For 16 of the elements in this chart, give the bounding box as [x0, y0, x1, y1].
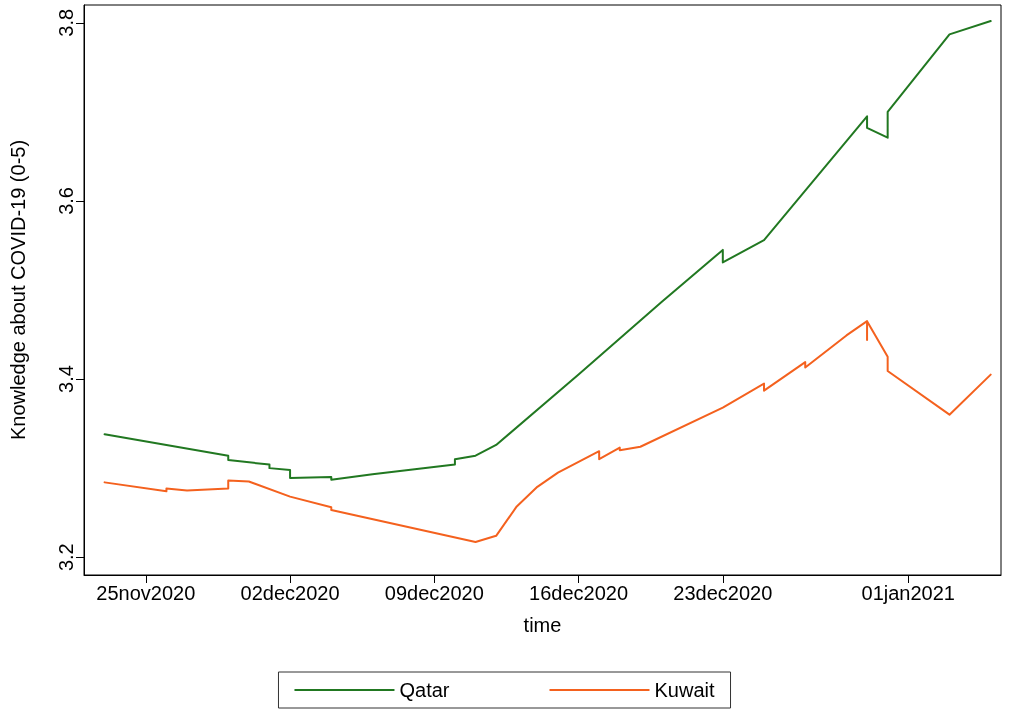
- x-tick-label: 23dec2020: [673, 582, 773, 604]
- y-tick-label: 3.2: [55, 543, 77, 572]
- x-tick-label: 25nov2020: [96, 582, 196, 604]
- x-tick-label: 02dec2020: [240, 582, 340, 604]
- legend-label: Kuwait: [654, 679, 715, 701]
- line-series: [103, 20, 992, 481]
- y-tick-label: 3.8: [55, 8, 77, 37]
- x-tick-label: 01jan2021: [861, 582, 955, 604]
- x-tick-label: 09dec2020: [384, 582, 484, 604]
- x-axis-title: time: [523, 614, 562, 636]
- y-tick-label: 3.4: [55, 365, 77, 393]
- y-tick-label: 3.6: [55, 187, 77, 215]
- line-series: [103, 320, 992, 544]
- legend-label: Qatar: [399, 679, 450, 701]
- x-tick-label: 16dec2020: [529, 582, 629, 604]
- y-axis-title: Knowledge about COVID-19 (0-5): [7, 139, 29, 441]
